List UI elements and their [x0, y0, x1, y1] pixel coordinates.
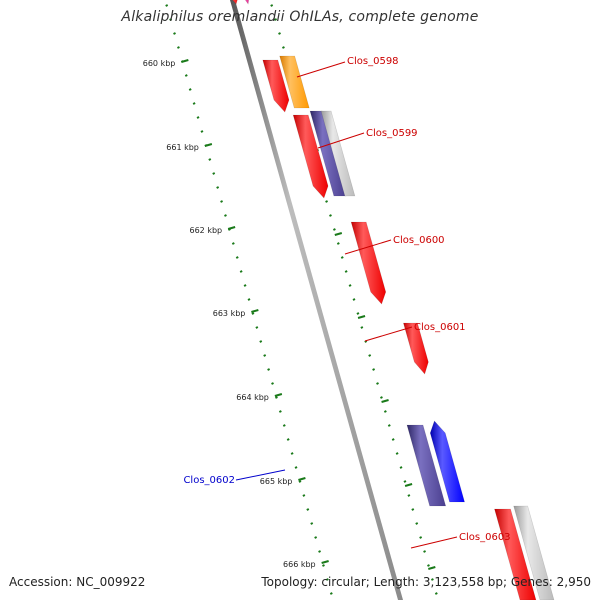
- genome-backbone: [230, 0, 403, 600]
- accession-text: Accession: NC_009922: [9, 575, 146, 589]
- major-tick-right: [357, 315, 366, 319]
- gene-strand: [292, 114, 329, 199]
- kbp-tick-label: 660 kbp: [143, 59, 176, 68]
- major-tick-right: [334, 232, 343, 236]
- major-tick-right: [381, 399, 389, 403]
- kbp-tick-label: 661 kbp: [166, 143, 199, 152]
- gene-strand: [244, 0, 249, 5]
- major-tick-left: [298, 477, 306, 481]
- gene-label: Clos_0601: [414, 322, 466, 333]
- major-tick-right: [404, 483, 413, 487]
- gene-label-leader: [317, 132, 365, 149]
- gene-label: Clos_0599: [366, 128, 418, 139]
- gene-label-leader: [235, 469, 286, 481]
- gene-label: Clos_0603: [459, 532, 511, 543]
- tick-rail-left: [165, 4, 333, 595]
- major-tick-right: [428, 566, 436, 570]
- gene-strand: [406, 424, 447, 507]
- major-tick-left: [181, 59, 189, 63]
- gene-label: Clos_0602: [183, 475, 235, 486]
- gene-label-leader: [296, 61, 346, 78]
- gene-label-leader: [410, 536, 458, 549]
- gene-strand: [429, 420, 465, 503]
- kbp-tick-label: 663 kbp: [213, 309, 246, 318]
- kbp-tick-label: 666 kbp: [283, 560, 316, 569]
- kbp-tick-label: 665 kbp: [260, 477, 293, 486]
- gene-label-leader: [364, 326, 413, 342]
- gene-strand: [262, 59, 290, 113]
- gene-strand: [320, 110, 356, 197]
- kbp-tick-label: 664 kbp: [236, 393, 269, 402]
- major-tick-left: [321, 560, 329, 564]
- major-tick-left: [204, 143, 213, 147]
- genome-summary-text: Topology: circular; Length: 3,123,558 bp…: [261, 575, 591, 589]
- map-title: Alkaliphilus oremlandii OhILAs, complete…: [121, 9, 479, 25]
- kbp-tick-label: 662 kbp: [190, 226, 223, 235]
- gene-label: Clos_0598: [347, 56, 399, 67]
- gene-strand: [279, 55, 310, 109]
- gene-strand: [403, 322, 429, 375]
- major-tick-left: [251, 309, 259, 313]
- major-tick-left: [227, 226, 236, 230]
- gene-strand: [232, 0, 238, 5]
- gene-label-leader: [344, 239, 392, 255]
- major-tick-left: [274, 393, 283, 397]
- gene-label: Clos_0600: [393, 235, 445, 246]
- gene-strand: [350, 221, 387, 305]
